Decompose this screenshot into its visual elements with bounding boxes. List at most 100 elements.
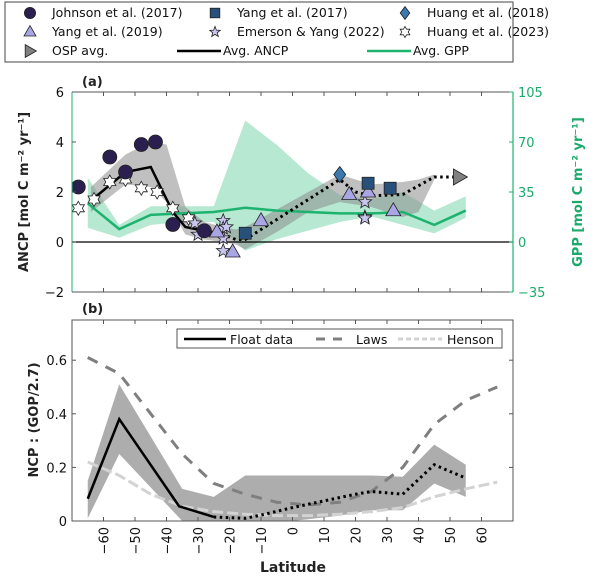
legend-item-osp: OSP avg.	[24, 43, 108, 59]
gpp-line	[86, 202, 467, 231]
marker-johnson2017	[165, 217, 181, 232]
panel-b-ytick-label: 0.6	[46, 354, 67, 369]
legend-label-huang2023: Huang et al. (2023)	[427, 24, 549, 39]
panel-b-xtick-label: 60	[476, 527, 491, 544]
float-line-solid	[86, 416, 215, 519]
panel-b: −60 −50 −40 −30 −20 −10 0 10 20 30 40 50 60 0 0.2 0.4 0.…	[46, 319, 514, 554]
marker-yang2017	[361, 176, 375, 190]
panel-b-ytick-label: 0	[59, 515, 67, 530]
marker-huang2018	[333, 165, 347, 184]
marker-huang2023	[165, 200, 180, 217]
panel-b-ytick-label: 0.2	[46, 461, 67, 476]
legend-marker-yang2019	[23, 24, 37, 37]
top-legend-frame	[4, 1, 514, 63]
legend-label-yang2017: Yang et al. (2017)	[236, 5, 348, 20]
panel-a-ylabel: ANCP [mol C m⁻² yr⁻¹]	[17, 112, 32, 272]
marker-johnson2017	[118, 164, 133, 180]
laws-line	[87, 356, 498, 507]
panel-b-xtick-label: −30	[192, 527, 207, 554]
legend-item-yang2019: Yang et al. (2019)	[23, 24, 163, 39]
panel-b-ytick-label: 0.4	[46, 408, 67, 423]
panel-a-y2tick-label: 70	[518, 136, 535, 151]
panel-b-legend-label-henson: Henson	[447, 332, 494, 347]
panel-b-xtick-label: 0	[287, 527, 302, 535]
legend-item-huang2018: Huang et al. (2018)	[399, 5, 549, 21]
marker-yang2019	[385, 201, 402, 217]
henson-line	[87, 460, 498, 518]
legend-item-gpp: Avg. GPP	[367, 43, 469, 58]
top-legend: Johnson et al. (2017) Yang et al. (2017) H…	[4, 1, 549, 63]
marker-huang2023	[72, 200, 86, 217]
marker-johnson2017	[72, 179, 86, 195]
panel-a-label: (a)	[82, 75, 103, 90]
marker-yang2019	[208, 223, 226, 238]
legend-label-osp: OSP avg.	[52, 43, 108, 58]
panel-a: −2 0 2 4 6 −35 0 35 70 105	[45, 86, 546, 301]
marker-emerson2022	[187, 215, 203, 230]
marker-johnson2017	[148, 134, 163, 150]
marker-emerson2022	[357, 210, 373, 225]
legend-item-johnson2017: Johnson et al. (2017)	[23, 5, 182, 20]
panel-a-plot	[72, 120, 513, 258]
legend-label-ancp: Avg. ANCP	[223, 43, 289, 58]
marker-johnson2017	[133, 137, 149, 152]
legend-marker-johnson2017	[23, 7, 36, 19]
marker-yang2019	[224, 243, 241, 258]
panel-b-xlabel: Latitude	[260, 560, 326, 576]
panel-b-legend: Float data Laws Henson	[176, 328, 503, 349]
panel-a-ytick-label: −2	[45, 286, 64, 301]
marker-yang2019	[359, 183, 377, 198]
panel-a-ytick-label: 2	[56, 186, 64, 201]
panel-a-y2tick-label: 0	[518, 236, 526, 251]
panel-b-xtick-label: −60	[98, 527, 113, 554]
legend-item-yang2017: Yang et al. (2017)	[209, 5, 348, 20]
panel-b-xtick-label: 10	[318, 527, 333, 544]
panel-b-xtick-label: −50	[129, 527, 144, 554]
float-band	[87, 384, 466, 521]
marker-huang2023	[134, 180, 149, 197]
marker-yang2017	[383, 181, 397, 195]
panel-a-y2label: GPP [mol C m⁻² yr⁻¹]	[571, 117, 586, 267]
panel-a-ytick-label: 4	[56, 136, 64, 151]
marker-johnson2017	[102, 149, 118, 165]
legend-label-johnson2017: Johnson et al. (2017)	[51, 5, 182, 20]
legend-label-yang2019: Yang et al. (2019)	[51, 24, 163, 39]
legend-item-huang2023: Huang et al. (2023)	[399, 24, 549, 39]
float-line-dotted	[213, 462, 467, 520]
marker-yang2019	[252, 211, 270, 227]
ancp-line-dotted	[204, 175, 466, 241]
panel-a-y2tick-label: −35	[518, 286, 545, 301]
marker-emerson2022	[357, 193, 373, 209]
marker-yang2017	[238, 226, 252, 240]
legend-label-huang2018: Huang et al. (2018)	[427, 5, 549, 20]
legend-item-ancp: Avg. ANCP	[177, 43, 289, 58]
legend-marker-emerson2022	[208, 25, 222, 38]
panel-b-plot	[86, 356, 498, 521]
marker-emerson2022	[218, 218, 235, 234]
marker-huang2023	[102, 174, 117, 190]
panel-b-ylabel: NCP : (GOP/2.7)	[27, 362, 42, 477]
legend-marker-yang2017	[209, 7, 221, 19]
panel-a-y2tick-label: 35	[518, 186, 535, 201]
legend-label-emerson2022: Emerson & Yang (2022)	[237, 24, 385, 39]
legend-marker-huang2018	[399, 5, 411, 21]
legend-label-gpp: Avg. GPP	[413, 43, 469, 58]
panel-b-xtick-label: 40	[413, 527, 428, 544]
marker-huang2023	[181, 210, 196, 227]
panel-b-xtick-label: 50	[444, 527, 459, 544]
marker-yang2019	[341, 185, 358, 200]
legend-marker-osp	[24, 43, 38, 59]
marker-emerson2022	[215, 242, 231, 258]
legend-marker-huang2023	[399, 25, 411, 39]
panel-a-y2tick-label: 105	[518, 86, 543, 101]
panel-a-ytick-label: 6	[56, 86, 64, 101]
panel-b-xtick-label: −20	[224, 527, 239, 554]
panel-b-legend-label-laws: Laws	[356, 332, 387, 347]
marker-huang2023	[150, 184, 164, 200]
panel-b-xtick-label: 30	[381, 527, 396, 544]
panel-b-xtick-label: −40	[161, 527, 176, 554]
panel-b-xtick-label: −10	[255, 527, 270, 554]
legend-item-emerson2022: Emerson & Yang (2022)	[208, 24, 385, 39]
panel-a-ytick-label: 0	[56, 236, 64, 251]
